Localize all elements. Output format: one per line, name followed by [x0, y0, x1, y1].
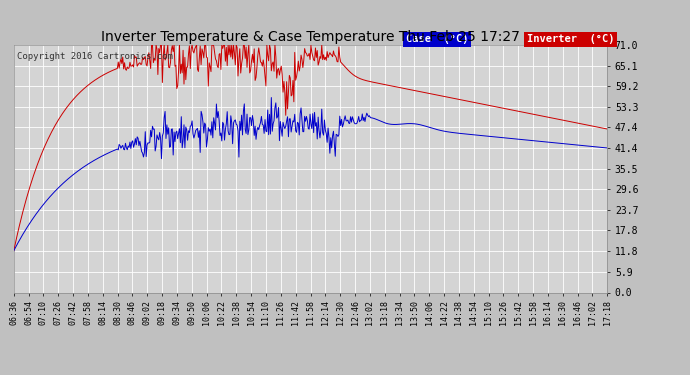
- Text: Inverter  (°C): Inverter (°C): [526, 34, 614, 44]
- Text: Copyright 2016 Cartronics.com: Copyright 2016 Cartronics.com: [17, 53, 172, 62]
- Text: Case  (°C): Case (°C): [406, 34, 469, 44]
- Title: Inverter Temperature & Case Temperature Thu Feb 25 17:27: Inverter Temperature & Case Temperature …: [101, 30, 520, 44]
